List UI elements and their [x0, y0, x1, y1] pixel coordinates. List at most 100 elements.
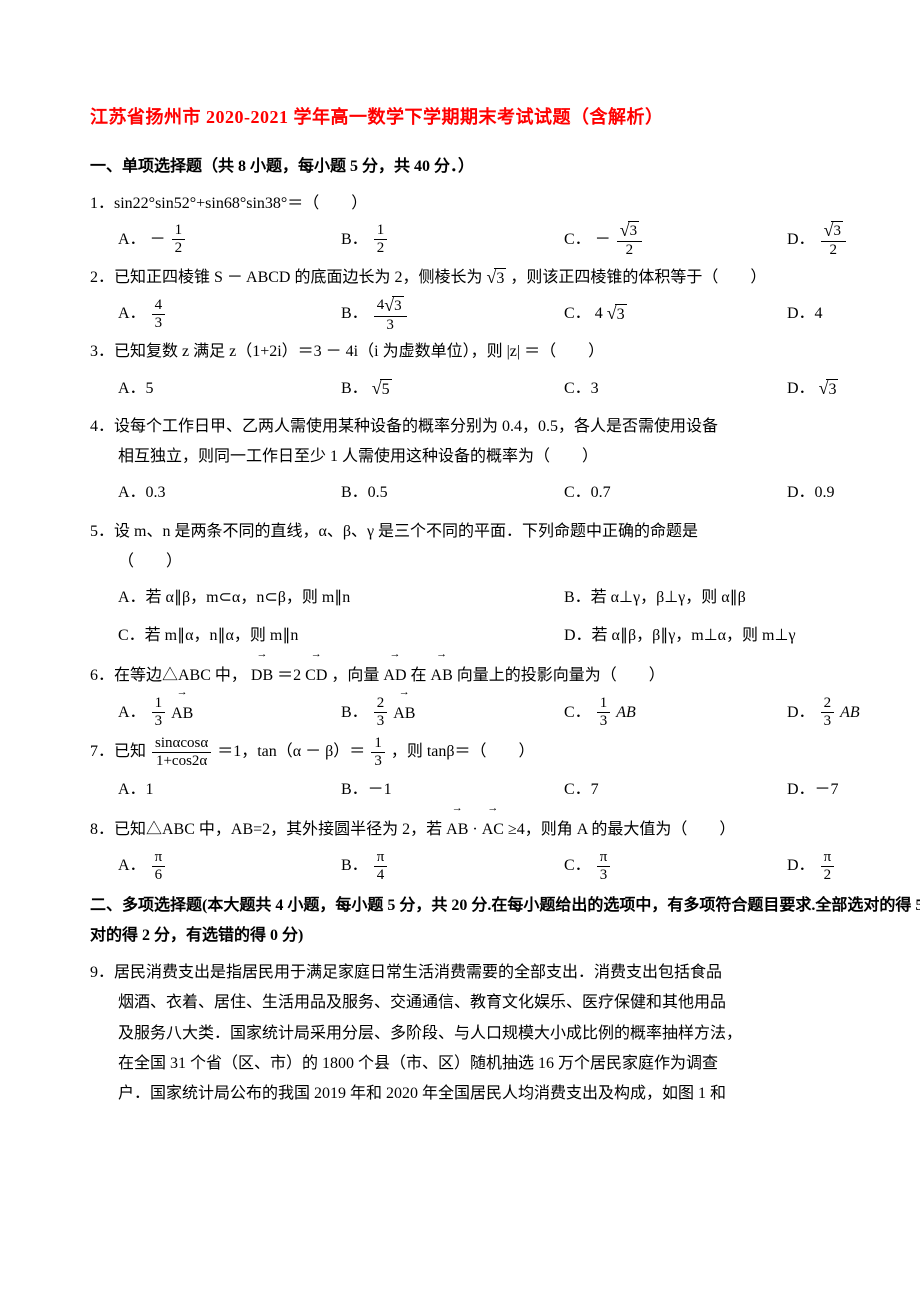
q3-opt-d: D． √3: [787, 370, 920, 408]
q1-opt-c: C． － √3 2: [564, 221, 787, 259]
fraction: 12: [172, 223, 186, 256]
fraction: π3: [597, 850, 611, 883]
q6-opt-b: B． 23 AB: [341, 694, 564, 732]
opt-label: A．: [118, 299, 146, 329]
question-8: 8．已知△ABC 中，AB=2，其外接圆半径为 2，若 AB · AC ≥4，则…: [90, 813, 920, 885]
fraction: 43: [152, 298, 166, 331]
fraction: √3 2: [617, 221, 642, 258]
opt-label: D．: [787, 851, 815, 881]
minus-sign: －: [150, 225, 166, 255]
q7-opt-a: A．1: [118, 771, 341, 809]
opt-label: C．: [564, 299, 591, 329]
q7-opt-d: D．－7: [787, 771, 920, 809]
q1-text: 1．sin22°sin52°+sin68°sin38°＝（ ）: [90, 189, 920, 219]
q6-mid3: 在: [411, 667, 427, 684]
fraction: sinαcosα 1+cos2α: [152, 736, 211, 769]
q7-mid1: ＝1，tan（α － β）＝: [217, 743, 365, 760]
q6-opt-c: C． 13 AB: [564, 694, 787, 732]
scalar-ab: AB: [616, 698, 636, 728]
q2-opt-a: A． 43: [118, 295, 341, 333]
opt-label: A．: [118, 225, 146, 255]
q2-suffix: ，则该正四棱锥的体积等于（ ）: [510, 269, 766, 286]
minus-sign: －: [595, 225, 611, 255]
q6-opt-d: D． 23 AB: [787, 694, 920, 732]
q2-opt-c: C． 4 √3: [564, 295, 787, 333]
q9-line4: 在全国 31 个省（区、市）的 1800 个县（市、区）随机抽选 16 万个居民…: [90, 1049, 920, 1079]
opt-label: B．: [341, 225, 368, 255]
opt-label: C．3: [564, 374, 599, 404]
fraction: π6: [152, 850, 166, 883]
opt-label: B．: [341, 299, 368, 329]
q9-line3: 及服务八大类．国家统计局采用分层、多阶段、与人口规模大小成比例的概率抽样方法，: [90, 1019, 920, 1049]
q1-opt-a: A． － 12: [118, 221, 341, 259]
q8-opt-c: C． π3: [564, 847, 787, 885]
q4-opt-a: A．0.3: [118, 475, 341, 513]
opt-label: D．: [787, 374, 815, 404]
fraction: 23: [821, 696, 835, 729]
opt-label: A．: [118, 698, 146, 728]
question-5: 5．设 m、n 是两条不同的直线，α、β、γ 是三个不同的平面．下列命题中正确的…: [90, 517, 920, 656]
q3-text: 3．已知复数 z 满足 z（1+2i）＝3 － 4i（i 为虚数单位），则 |z…: [90, 337, 920, 367]
q8-options: A． π6 B． π4 C． π3 D． π2: [90, 847, 920, 885]
q7-options: A．1 B．－1 C．7 D．－7: [90, 771, 920, 809]
q7-opt-c: C．7: [564, 771, 787, 809]
q6-mid2: ，向量: [331, 667, 379, 684]
opt-label: C．: [564, 851, 591, 881]
q6-suffix: 向量上的投影向量为（ ）: [457, 667, 665, 684]
opt-label: D．若 α∥β，β∥γ，m⊥α，则 m⊥γ: [564, 621, 796, 651]
q9-line2: 烟酒、衣着、居住、生活用品及服务、交通通信、教育文化娱乐、医疗保健和其他用品: [90, 988, 920, 1018]
question-2: 2．已知正四棱锥 S － ABCD 的底面边长为 2，侧棱长为 √3 ，则该正四…: [90, 263, 920, 333]
vector-cd: CD: [305, 659, 327, 691]
fraction: π4: [374, 850, 388, 883]
opt-label: D．: [787, 698, 815, 728]
q2-options: A． 43 B． 4√3 3 C． 4 √3 D．4: [90, 295, 920, 333]
q6-text: 6．在等边△ABC 中， DB ＝2 CD ，向量 AD 在 AB 向量上的投影…: [90, 659, 920, 691]
q7-suffix: ，则 tanβ＝（ ）: [391, 743, 535, 760]
q8-prefix: 8．已知△ABC 中，AB=2，其外接圆半径为 2，若: [90, 821, 442, 838]
vector-db: DB: [251, 659, 273, 691]
question-3: 3．已知复数 z 满足 z（1+2i）＝3 － 4i（i 为虚数单位），则 |z…: [90, 337, 920, 407]
q1-options: A． － 12 B． 12 C． － √3 2 D． √3 2: [90, 221, 920, 259]
fraction: √3 2: [821, 221, 846, 258]
q9-line1: 9．居民消费支出是指居民用于满足家庭日常生活消费需要的全部支出．消费支出包括食品: [90, 958, 920, 988]
sqrt-3: √3: [486, 268, 506, 288]
q2-opt-b: B． 4√3 3: [341, 295, 564, 333]
q5-line2: （ ）: [90, 547, 920, 577]
fraction: 12: [374, 223, 388, 256]
opt-label: B．: [341, 374, 368, 404]
q6-prefix: 6．在等边△ABC 中，: [90, 667, 247, 684]
q1-opt-d: D． √3 2: [787, 221, 920, 259]
q4-opt-d: D．0.9: [787, 475, 920, 513]
q2-c-val: 4: [595, 299, 603, 329]
q8-opt-a: A． π6: [118, 847, 341, 885]
q7-prefix: 7．已知: [90, 743, 146, 760]
opt-label: A．1: [118, 775, 154, 805]
q3-opt-b: B． √5: [341, 370, 564, 408]
opt-label: A．0.3: [118, 478, 166, 508]
q8-suffix: ≥4，则角 A 的最大值为（ ）: [508, 821, 735, 838]
opt-label: C．: [564, 698, 591, 728]
opt-label: B．: [341, 698, 368, 728]
vector-ab: AB: [171, 697, 193, 729]
q1-opt-b: B． 12: [341, 221, 564, 259]
q5-opt-b: B．若 α⊥γ，β⊥γ，则 α∥β: [564, 579, 920, 617]
opt-label: D．4: [787, 299, 823, 329]
q2-prefix: 2．已知正四棱锥 S － ABCD 的底面边长为 2，侧棱长为: [90, 269, 482, 286]
q5-opt-d: D．若 α∥β，β∥γ，m⊥α，则 m⊥γ: [564, 617, 920, 655]
opt-label: C．0.7: [564, 478, 611, 508]
opt-label: C．: [564, 225, 591, 255]
q8-opt-b: B． π4: [341, 847, 564, 885]
fraction: π2: [821, 850, 835, 883]
q6-opt-a: A． 13 AB: [118, 694, 341, 732]
opt-label: A．若 α∥β，m⊂α，n⊂β，则 m∥n: [118, 583, 350, 613]
vector-ac: AC: [482, 813, 504, 845]
q4-options: A．0.3 B．0.5 C．0.7 D．0.9: [90, 475, 920, 513]
q4-line1: 4．设每个工作日甲、乙两人需使用某种设备的概率分别为 0.4，0.5，各人是否需…: [90, 412, 920, 442]
opt-label: B．0.5: [341, 478, 388, 508]
sqrt-3: √3: [607, 304, 627, 324]
opt-label: D．: [787, 225, 815, 255]
vector-ab: AB: [393, 697, 415, 729]
q4-line2: 相互独立，则同一工作日至少 1 人需使用这种设备的概率为（ ）: [90, 442, 920, 472]
q4-opt-c: C．0.7: [564, 475, 787, 513]
q8-opt-d: D． π2: [787, 847, 920, 885]
